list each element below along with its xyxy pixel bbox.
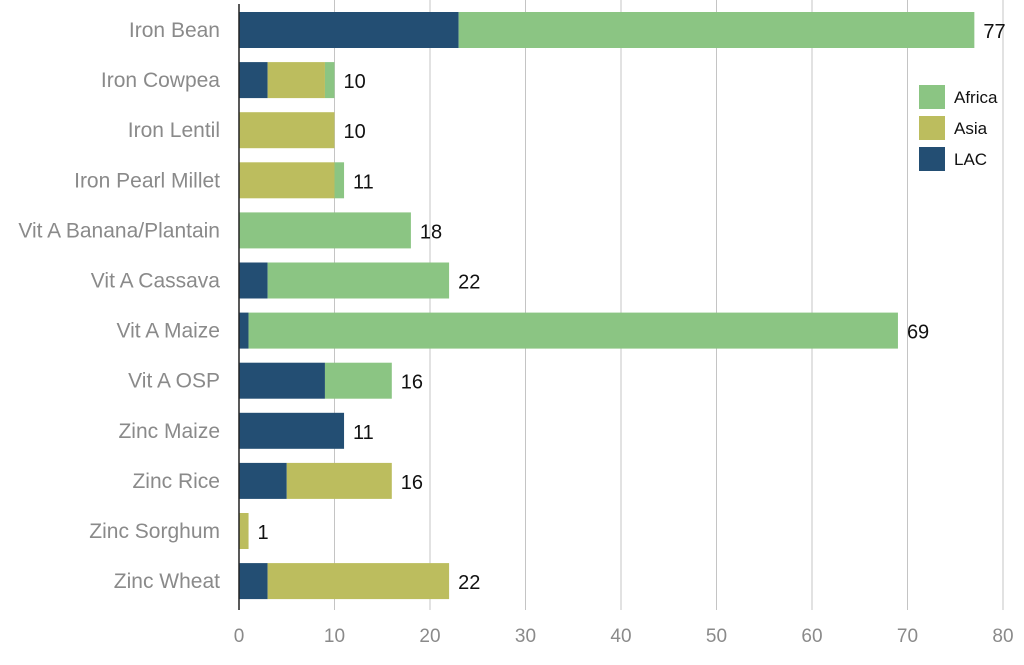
bar-iron-pearl-millet-africa <box>334 162 345 199</box>
bar-zinc-maize-lac <box>239 412 345 449</box>
bar-vit-a-banana-plantain-africa <box>239 212 411 249</box>
bar-iron-pearl-millet-asia <box>239 162 335 199</box>
total-label-zinc-maize: 11 <box>353 422 374 444</box>
x-tick-label-70: 70 <box>897 626 918 647</box>
bar-zinc-rice-lac <box>239 462 287 499</box>
total-label-iron-pearl-millet: 11 <box>353 171 374 193</box>
bar-vit-a-osp-lac <box>239 362 325 399</box>
legend-swatch-lac <box>919 147 945 171</box>
bar-iron-cowpea-asia <box>267 62 325 99</box>
bar-zinc-wheat-lac <box>239 563 268 600</box>
category-label-iron-lentil: Iron Lentil <box>128 119 220 142</box>
total-label-iron-bean: 77 <box>983 21 1005 43</box>
x-tick-label-50: 50 <box>706 626 727 647</box>
category-label-vit-a-cassava: Vit A Cassava <box>91 270 221 293</box>
category-label-zinc-rice: Zinc Rice <box>132 470 220 493</box>
legend-label-asia: Asia <box>954 119 988 138</box>
category-label-zinc-wheat: Zinc Wheat <box>114 570 220 593</box>
legend: Africa Asia LAC <box>919 85 998 171</box>
total-label-vit-a-cassava: 22 <box>458 272 480 294</box>
bar-vit-a-cassava-africa <box>267 262 450 299</box>
category-label-iron-bean: Iron Bean <box>129 19 220 42</box>
x-tick-label-10: 10 <box>324 626 345 647</box>
bars <box>239 12 975 600</box>
legend-label-lac: LAC <box>954 150 987 169</box>
legend-swatch-asia <box>919 116 945 140</box>
bar-zinc-rice-asia <box>286 462 392 499</box>
grid <box>334 0 1004 610</box>
legend-swatch-africa <box>919 85 945 109</box>
bar-iron-lentil-asia <box>239 112 335 149</box>
bar-vit-a-maize-africa <box>248 312 898 349</box>
x-tick-label-0: 0 <box>234 626 245 647</box>
bar-iron-cowpea-lac <box>239 62 268 99</box>
total-label-zinc-sorghum: 1 <box>258 522 269 544</box>
bar-iron-bean-africa <box>458 12 975 48</box>
total-label-zinc-wheat: 22 <box>458 572 480 594</box>
total-label-vit-a-maize: 69 <box>907 322 929 344</box>
category-label-zinc-sorghum: Zinc Sorghum <box>89 520 220 543</box>
bar-zinc-sorghum-asia <box>239 513 249 549</box>
category-label-vit-a-banana-plantain: Vit A Banana/Plantain <box>18 219 220 242</box>
x-tick-label-20: 20 <box>419 626 440 647</box>
legend-label-africa: Africa <box>954 88 998 107</box>
category-label-vit-a-maize: Vit A Maize <box>116 320 220 343</box>
category-label-vit-a-osp: Vit A OSP <box>128 370 220 393</box>
labels: Iron Bean 77 Iron Cowpea 10 Iron Lentil 10 Iro… <box>18 19 1005 594</box>
total-label-iron-cowpea: 10 <box>344 71 366 93</box>
bar-vit-a-maize-lac <box>239 312 249 349</box>
total-label-iron-lentil: 10 <box>344 121 366 143</box>
x-tick-label-80: 80 <box>992 626 1013 647</box>
bar-vit-a-cassava-lac <box>239 262 268 299</box>
category-label-iron-cowpea: Iron Cowpea <box>101 69 220 92</box>
x-tick-label-30: 30 <box>515 626 536 647</box>
total-label-vit-a-osp: 16 <box>401 372 423 394</box>
x-tick-label-40: 40 <box>610 626 631 647</box>
axes: 0 10 20 30 40 50 60 70 80 <box>234 4 1014 647</box>
x-tick-label-60: 60 <box>801 626 822 647</box>
category-label-iron-pearl-millet: Iron Pearl Millet <box>74 169 220 192</box>
total-label-vit-a-banana-plantain: 18 <box>420 221 442 243</box>
total-label-zinc-rice: 16 <box>401 472 423 494</box>
category-label-zinc-maize: Zinc Maize <box>118 420 220 443</box>
bar-iron-bean-lac <box>239 12 459 48</box>
bar-iron-cowpea-africa <box>324 62 335 99</box>
bar-vit-a-osp-africa <box>324 362 392 399</box>
bar-zinc-wheat-asia <box>267 563 450 600</box>
